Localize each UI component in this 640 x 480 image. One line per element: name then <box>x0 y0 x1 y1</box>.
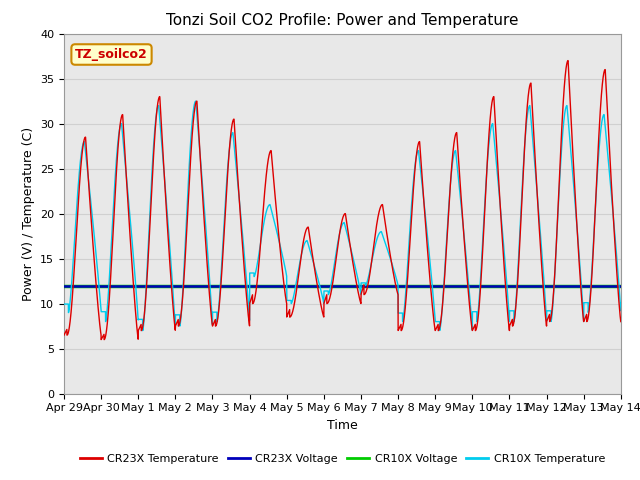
Y-axis label: Power (V) / Temperature (C): Power (V) / Temperature (C) <box>22 127 35 300</box>
Title: Tonzi Soil CO2 Profile: Power and Temperature: Tonzi Soil CO2 Profile: Power and Temper… <box>166 13 518 28</box>
Text: TZ_soilco2: TZ_soilco2 <box>75 48 148 61</box>
Legend: CR23X Temperature, CR23X Voltage, CR10X Voltage, CR10X Temperature: CR23X Temperature, CR23X Voltage, CR10X … <box>75 450 610 468</box>
X-axis label: Time: Time <box>327 419 358 432</box>
